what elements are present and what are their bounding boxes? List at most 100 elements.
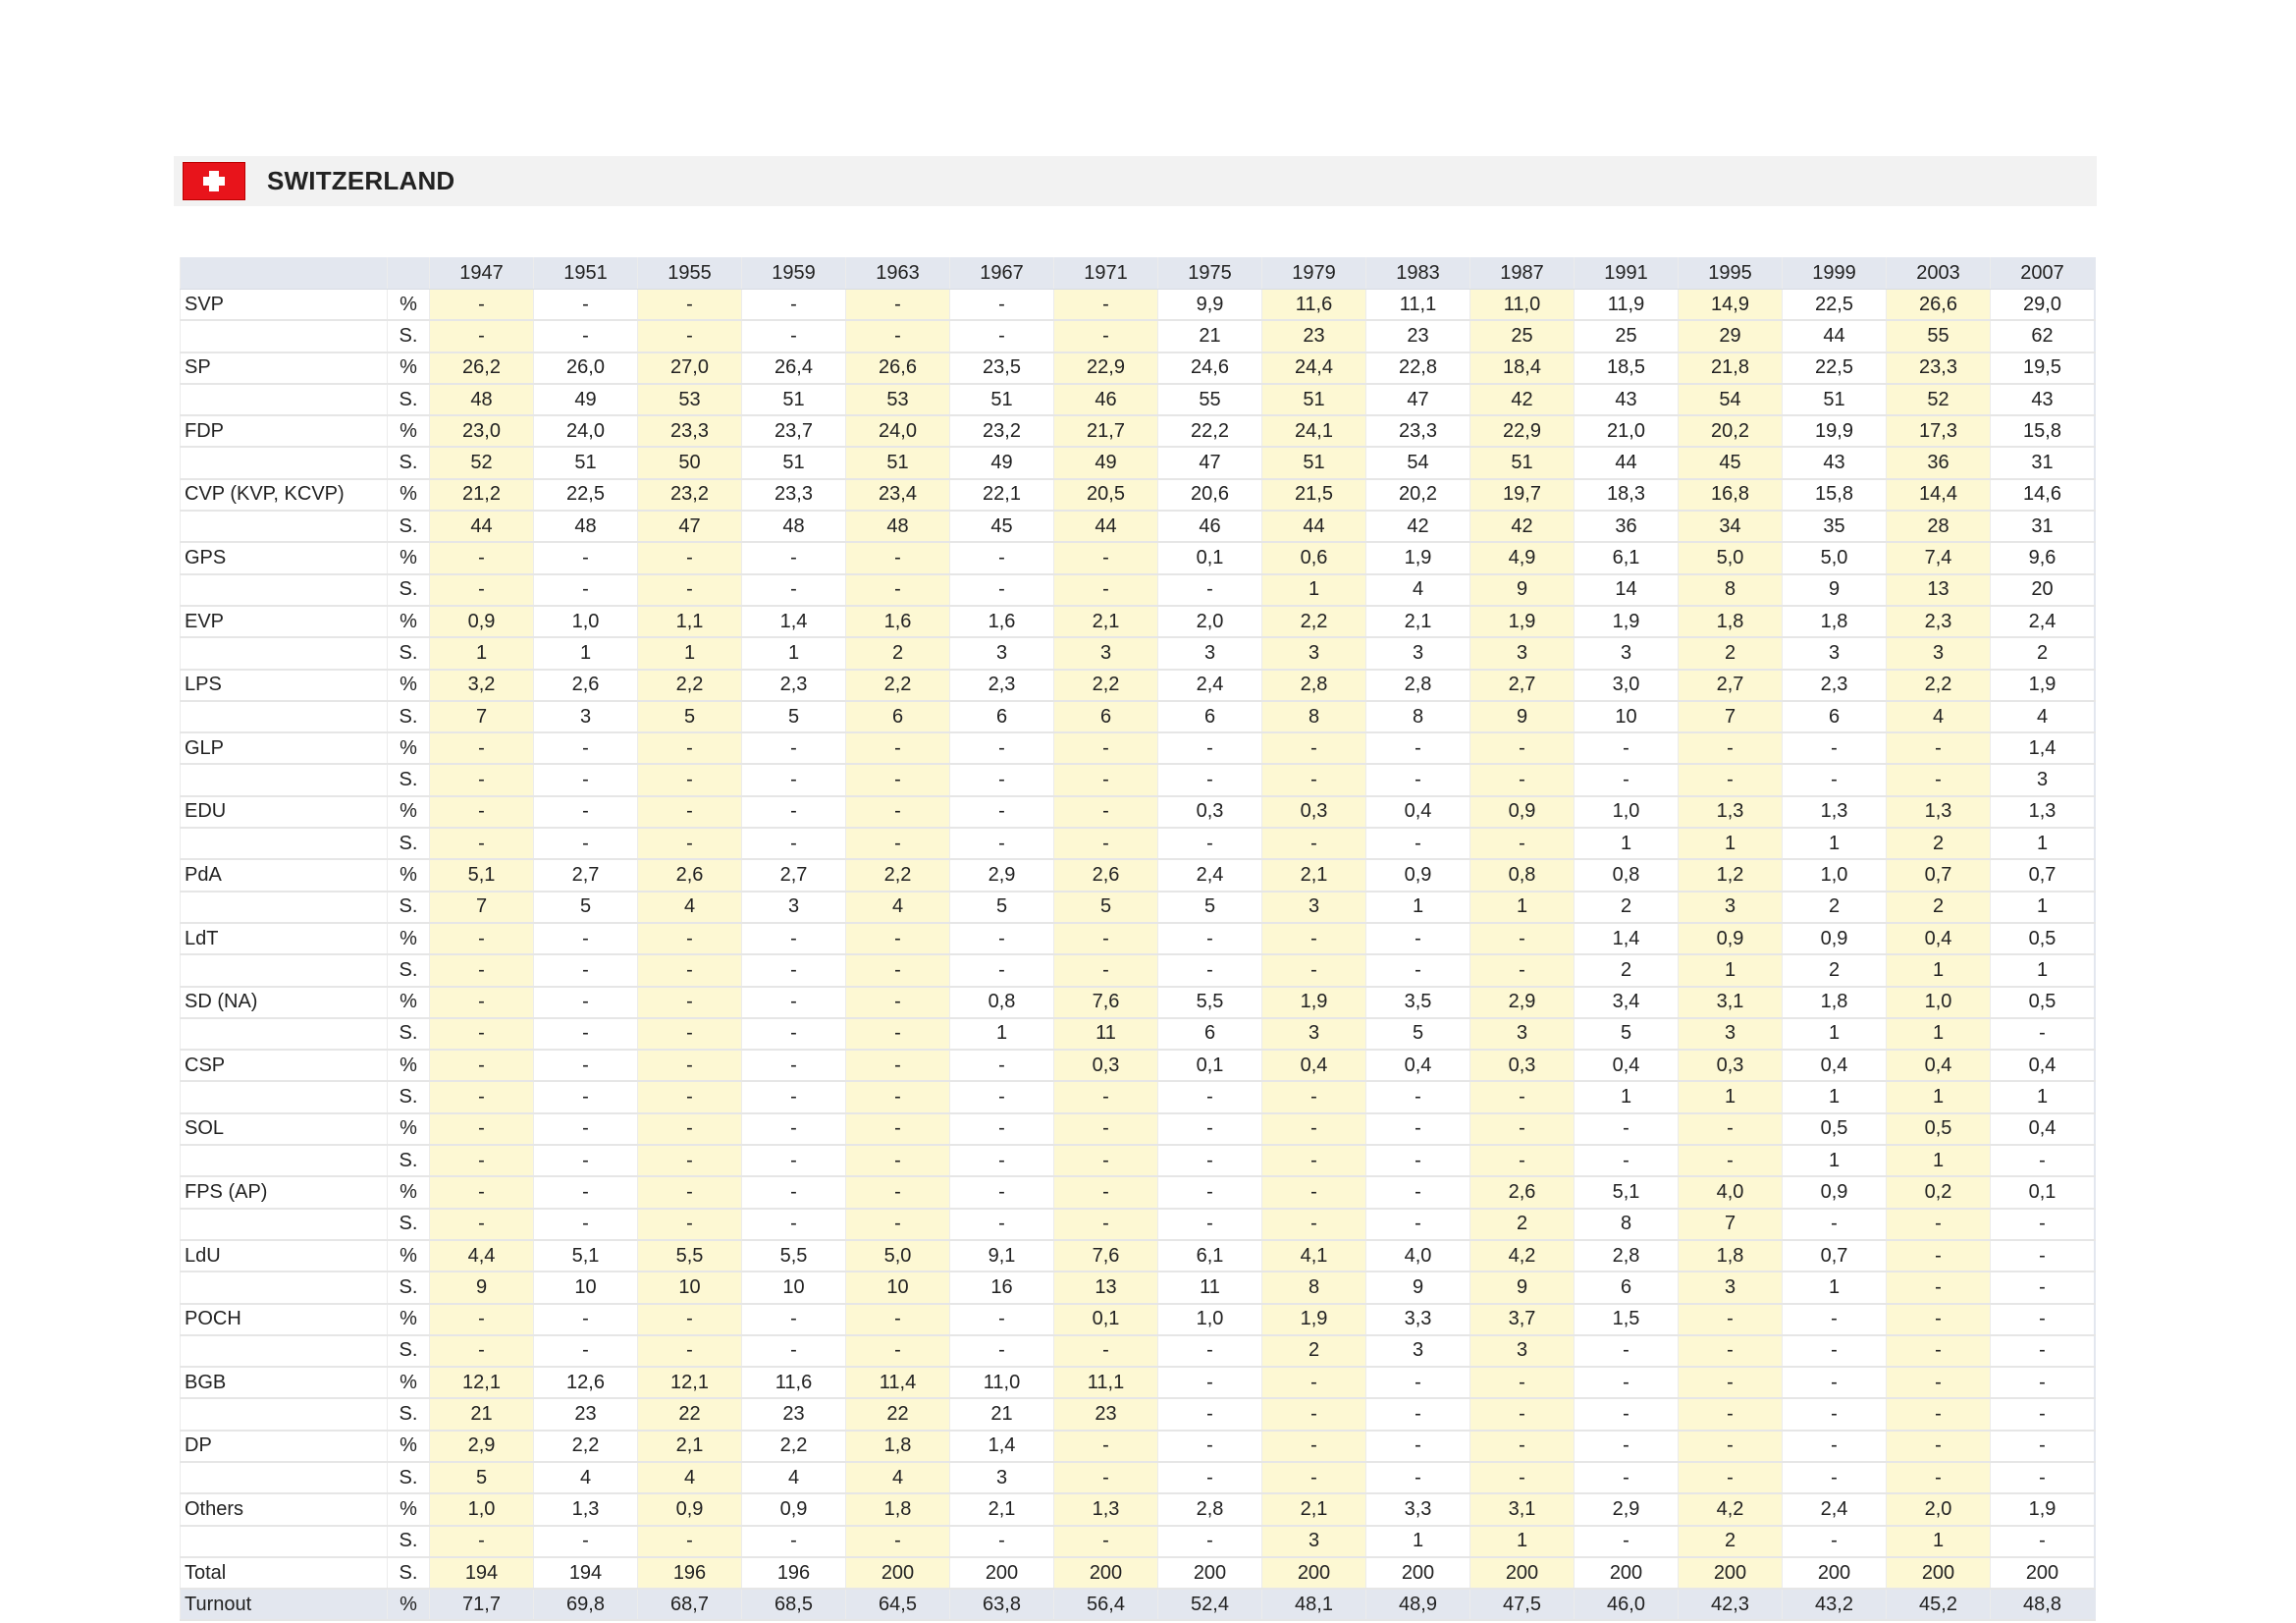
party-name	[180, 1081, 388, 1114]
unit-label: S.	[387, 700, 430, 734]
value-cell: 9	[429, 1271, 534, 1305]
value-cell: -	[949, 289, 1054, 322]
value-cell: 3	[1469, 637, 1575, 671]
value-cell: 12,6	[533, 1367, 638, 1400]
value-cell: 1,9	[1469, 605, 1575, 639]
value-cell: 1,2	[1678, 859, 1783, 893]
value-cell: 44	[1261, 511, 1366, 544]
value-cell: 1,0	[429, 1493, 534, 1527]
value-cell: -	[1053, 828, 1158, 861]
value-cell: -	[429, 1145, 534, 1178]
unit-label: S.	[387, 320, 430, 353]
value-cell: 25	[1574, 320, 1679, 353]
value-cell: -	[429, 289, 534, 322]
value-cell: 0,8	[1469, 859, 1575, 893]
value-cell: 0,1	[1990, 1176, 2095, 1210]
value-cell: 9	[1782, 573, 1887, 607]
value-cell: 5,5	[741, 1239, 846, 1273]
value-cell: -	[741, 1112, 846, 1147]
value-cell: 43,2	[1782, 1589, 1887, 1622]
value-cell: -	[1678, 1145, 1783, 1178]
party-seats-row: S. - - - - -1 11 6 3 5 3 5 3 1 1-	[180, 1017, 2095, 1052]
value-cell: 25	[1469, 320, 1575, 353]
value-cell: -	[1886, 1303, 1991, 1336]
value-cell: 26,6	[845, 352, 950, 385]
value-cell: -	[1365, 922, 1470, 956]
value-cell: 1	[1886, 1525, 1991, 1558]
value-cell: 1	[1678, 1081, 1783, 1114]
value-cell: 22,1	[949, 478, 1054, 513]
value-cell: 3	[1886, 637, 1991, 671]
value-cell: -	[1886, 1239, 1991, 1273]
value-cell: -	[1053, 1430, 1158, 1463]
value-cell: 51	[1261, 383, 1366, 417]
value-cell: -	[845, 795, 950, 830]
value-cell: -	[533, 828, 638, 861]
value-cell: 53	[637, 383, 742, 417]
party-seats-row: S. - - - - - - - -3 1 1-2-1-	[180, 1525, 2095, 1558]
value-cell: 20,6	[1157, 478, 1262, 513]
value-cell: 26,6	[1886, 289, 1991, 322]
value-cell: 11,0	[1469, 289, 1575, 322]
value-cell: 200	[1469, 1556, 1575, 1591]
value-cell: -	[1261, 828, 1366, 861]
value-cell: 1,0	[533, 605, 638, 639]
party-seats-row: S. - - - - - - - - - - -1 1 1 2 1	[180, 828, 2095, 861]
value-cell: -	[533, 1208, 638, 1241]
value-cell: 71,7	[429, 1589, 534, 1622]
value-cell: -	[1365, 1112, 1470, 1147]
value-cell: -	[1157, 1081, 1262, 1114]
party-name: EVP	[180, 605, 388, 639]
value-cell: -	[1157, 1208, 1262, 1241]
value-cell: 2,8	[1365, 669, 1470, 702]
value-cell: 2	[1782, 891, 1887, 924]
year-header: 1991	[1574, 257, 1679, 290]
value-cell: -	[429, 954, 534, 988]
value-cell: -	[533, 1525, 638, 1558]
party-pct-row: SP% 26,2 26,0 27,0 26,4 26,6 23,5 22,9 24,6 24,4 2…	[180, 352, 2095, 385]
value-cell: 4	[637, 1461, 742, 1495]
party-name: SVP	[180, 289, 388, 322]
value-cell: -	[1678, 1430, 1783, 1463]
value-cell: -	[1261, 732, 1366, 766]
value-cell: 54	[1365, 447, 1470, 480]
value-cell: -	[429, 732, 534, 766]
value-cell: -	[1990, 1303, 2095, 1336]
value-cell: 2,3	[1782, 669, 1887, 702]
value-cell: -	[949, 1050, 1054, 1083]
value-cell: -	[637, 289, 742, 322]
value-cell: 0,3	[1261, 795, 1366, 830]
value-cell: -	[1678, 1461, 1783, 1495]
year-header: 1955	[637, 257, 742, 290]
value-cell: 1,8	[845, 1430, 950, 1463]
value-cell: 22,5	[1782, 289, 1887, 322]
unit-label: %	[387, 1589, 430, 1622]
value-cell: -	[1886, 1208, 1991, 1241]
year-header: 1979	[1261, 257, 1366, 290]
value-cell: 2,8	[1574, 1239, 1679, 1273]
value-cell: -	[1365, 1461, 1470, 1495]
value-cell: 8	[1261, 700, 1366, 734]
value-cell: -	[533, 986, 638, 1019]
value-cell: -	[741, 573, 846, 607]
value-cell: 0,8	[1574, 859, 1679, 893]
value-cell: 0,9	[1678, 922, 1783, 956]
value-cell: -	[845, 1176, 950, 1210]
value-cell: 6	[845, 700, 950, 734]
value-cell: -	[1574, 1398, 1679, 1432]
value-cell: -	[429, 1050, 534, 1083]
value-cell: -	[949, 1208, 1054, 1241]
value-cell: 2,9	[1469, 986, 1575, 1019]
value-cell: -	[637, 1208, 742, 1241]
value-cell: 14,9	[1678, 289, 1783, 322]
party-seats-row: S. 5 4 4 4 4 3- - - - - - - - - -	[180, 1461, 2095, 1495]
value-cell: 1,6	[949, 605, 1054, 639]
party-name: GPS	[180, 542, 388, 575]
value-cell: 1	[1678, 828, 1783, 861]
value-cell: 3	[1678, 1017, 1783, 1052]
value-cell: 23,3	[1886, 352, 1991, 385]
election-results-table: 1947 1951 1955 1959 1963 1967 1971 1975 1979 1983…	[180, 257, 2096, 1622]
value-cell: -	[429, 320, 534, 353]
value-cell: 7	[1678, 700, 1783, 734]
value-cell: -	[1365, 1208, 1470, 1241]
